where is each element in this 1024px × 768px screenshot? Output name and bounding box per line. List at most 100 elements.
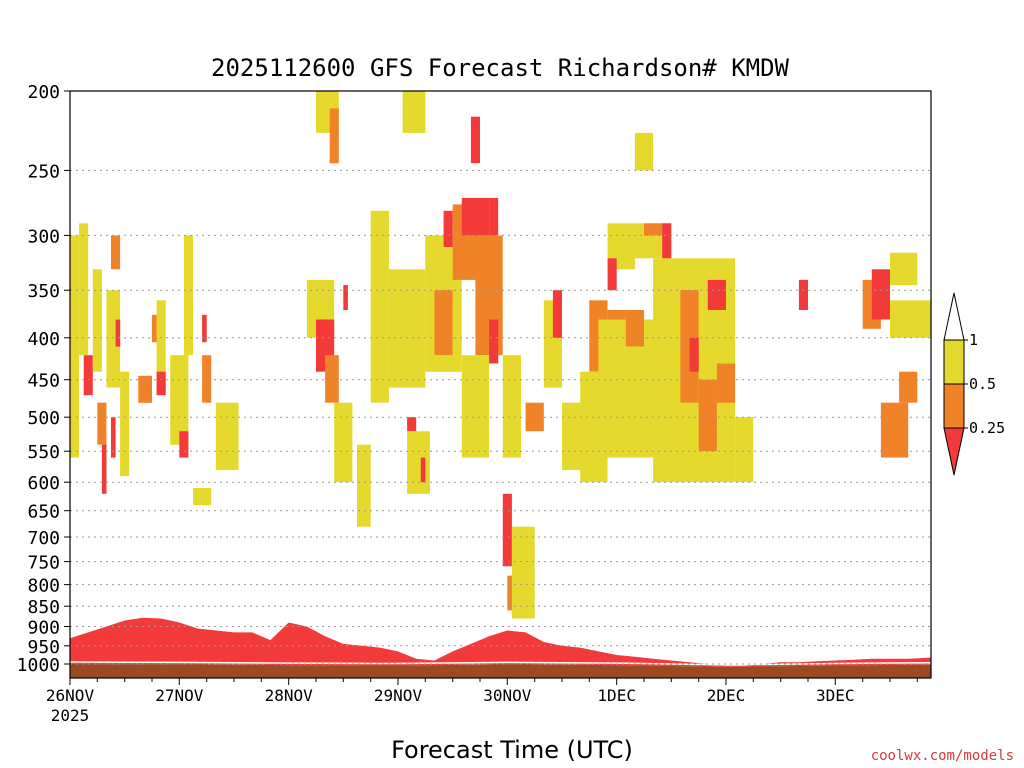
heatmap-cell — [97, 402, 107, 445]
heatmap-cell — [215, 402, 239, 471]
heatmap-cell — [552, 290, 562, 338]
x-axis-label: Forecast Time (UTC) — [391, 736, 633, 764]
heatmap-cell — [101, 444, 107, 494]
heatmap-cell — [202, 314, 207, 343]
heatmap-cell — [890, 252, 918, 286]
heatmap-cell — [179, 431, 189, 458]
heatmap-cell — [634, 132, 654, 171]
heatmap-cell — [607, 258, 617, 291]
y-tick-label: 350 — [27, 281, 60, 302]
x-tick-label: 26NOV — [46, 686, 95, 705]
heatmap-cell — [502, 493, 512, 567]
boundary-layer — [69, 617, 932, 678]
chart-title: 2025112600 GFS Forecast Richardson# KMDW — [211, 54, 790, 82]
heatmap-cell — [156, 371, 166, 396]
heatmap-cell — [644, 223, 663, 236]
legend: 1 0.5 0.25 — [943, 292, 1005, 476]
heatmap-cell — [470, 116, 480, 164]
y-tick-label: 600 — [27, 473, 60, 494]
boundary-layer-area — [70, 617, 931, 667]
heatmap-cell — [407, 417, 417, 432]
y-tick-label: 250 — [27, 161, 60, 182]
heatmap-cell — [890, 300, 931, 338]
legend-arrow-bottom — [943, 427, 965, 476]
y-tick-label: 1000 — [17, 655, 60, 676]
legend-label: 0.5 — [969, 375, 996, 393]
heatmap-cell — [680, 290, 699, 403]
heatmap-cell — [115, 319, 121, 347]
heatmap-cell — [434, 290, 453, 356]
plot-frame — [69, 90, 932, 679]
heatmap-cell — [357, 444, 371, 527]
heatmap-cell — [120, 371, 130, 477]
heatmap-cells — [70, 91, 931, 619]
y-tick-label: 400 — [27, 329, 60, 350]
heatmap-cell — [735, 417, 754, 483]
y-tick-label: 850 — [27, 597, 60, 618]
heatmap-cell — [325, 355, 339, 403]
heatmap-cell — [156, 300, 166, 396]
credit-link[interactable]: coolwx.com/models — [871, 748, 1014, 764]
y-tick-label: 900 — [27, 618, 60, 639]
heatmap-cell — [871, 269, 890, 320]
heatmap-cell — [443, 210, 453, 247]
heatmap-cell — [79, 223, 89, 356]
heatmap-cell — [475, 235, 503, 356]
heatmap-cell — [202, 355, 212, 403]
x-tick-label: 1DEC — [597, 686, 636, 705]
heatmap-cell — [525, 402, 544, 432]
x-tick-label: 3DEC — [816, 686, 855, 705]
heatmap-cell — [502, 355, 521, 458]
heatmap-cell — [662, 223, 672, 259]
heatmap-cell — [598, 319, 654, 458]
heatmap-cell — [343, 285, 348, 310]
heatmap-cell — [193, 488, 212, 506]
heatmap-cell — [106, 290, 121, 388]
ground-area — [70, 664, 931, 678]
heatmap-cell — [407, 431, 430, 494]
y-tick-label: 500 — [27, 408, 60, 429]
heatmap-cell — [461, 355, 490, 458]
heatmap-cell — [716, 363, 736, 403]
y-tick-label: 650 — [27, 502, 60, 523]
heatmap-cell — [420, 457, 426, 483]
y-tick-label: 800 — [27, 576, 60, 597]
heatmap-cell — [334, 402, 353, 483]
x-tick-label: 30NOV — [483, 686, 532, 705]
y-tick-label: 200 — [27, 82, 60, 103]
x-tick-label: 29NOV — [374, 686, 423, 705]
heatmap-cell — [689, 337, 699, 372]
heatmap-cell — [402, 91, 426, 133]
legend-label: 1 — [969, 331, 978, 349]
heatmap-cell — [707, 279, 726, 310]
heatmap-cell — [511, 526, 535, 619]
heatmap-cell — [83, 355, 93, 396]
heatmap-cell — [183, 235, 193, 356]
x-tick-sublabel: 2025 — [51, 706, 90, 725]
heatmap-cell — [388, 269, 426, 388]
heatmap-cell — [370, 210, 389, 403]
y-tick-label: 300 — [27, 226, 60, 247]
heatmap-cell — [899, 371, 918, 403]
heatmap-cell — [698, 379, 717, 452]
x-tick-label: 28NOV — [265, 686, 314, 705]
legend-label: 0.25 — [969, 419, 1005, 437]
heatmap-cell — [111, 235, 121, 270]
legend-swatch-yellow — [943, 339, 965, 385]
y-tick-label: 450 — [27, 371, 60, 392]
heatmap-cell — [489, 319, 499, 364]
heatmap-cell — [798, 279, 808, 310]
y-tick-label: 750 — [27, 553, 60, 574]
heatmap-cell — [92, 269, 102, 372]
heatmap-cell — [880, 402, 909, 458]
heatmap-cell — [170, 355, 189, 445]
heatmap-cell — [625, 310, 644, 347]
y-axis: 200 250 300 350 400 450 500 550 600 650 700 7508008… — [17, 82, 70, 676]
heatmap-cell — [152, 314, 162, 343]
heatmap-cell — [111, 417, 116, 458]
x-tick-label: 2DEC — [707, 686, 746, 705]
y-tick-label: 950 — [27, 637, 60, 658]
surface-line — [69, 661, 932, 666]
